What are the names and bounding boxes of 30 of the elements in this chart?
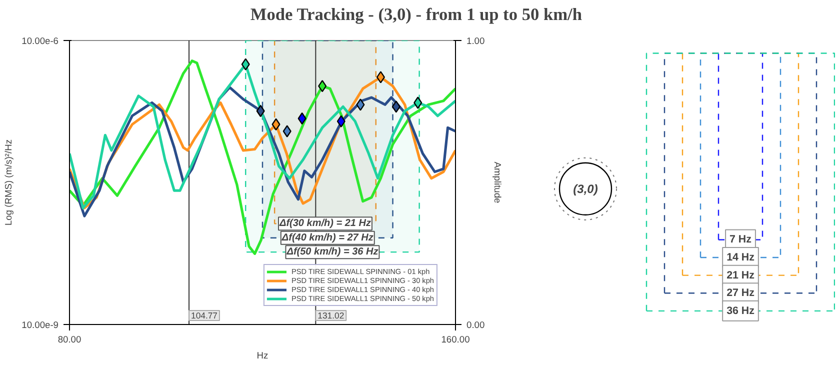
point	[414, 96, 422, 109]
chart-title: Mode Tracking - (3,0) - from 1 up to 50 km/h	[250, 5, 582, 24]
y-axis-title: Log (RMS) (m/s)²/Hz	[4, 139, 14, 226]
x-tick-label: 160.00	[441, 334, 470, 344]
point	[272, 118, 280, 130]
point	[356, 98, 365, 111]
y-tick-label: 10.00e-6	[22, 36, 59, 46]
text: (3,0)	[573, 182, 598, 196]
text: 27 Hz	[726, 287, 754, 300]
ref-line-label: 131.02	[318, 310, 344, 320]
ref-line-label: 104.77	[191, 310, 218, 320]
point	[282, 125, 292, 138]
point	[336, 115, 346, 128]
band-label: Δf(30 km/h) = 21 Hz	[278, 218, 371, 230]
x-axis-title: Hz	[256, 350, 269, 360]
text: 21 Hz	[726, 269, 754, 282]
line-series	[70, 60, 456, 255]
point	[241, 58, 250, 70]
y-tick-label: 10.00e-9	[22, 320, 59, 330]
point	[376, 71, 385, 84]
band-label: Δf(50 km/h) = 36 Hz	[286, 246, 378, 258]
band-label: Δf(40 km/h) = 27 Hz	[280, 232, 374, 244]
y2-axis-title: Amplitude	[492, 162, 503, 204]
text: 36 Hz	[726, 304, 754, 317]
y2-tick-label: 0.00	[466, 320, 485, 330]
y2-tick-label: 1.00	[466, 36, 485, 46]
text: 7 Hz	[730, 234, 752, 246]
text: 14 Hz	[726, 252, 754, 264]
x-tick-label: 80.00	[58, 334, 82, 344]
point	[392, 100, 400, 113]
